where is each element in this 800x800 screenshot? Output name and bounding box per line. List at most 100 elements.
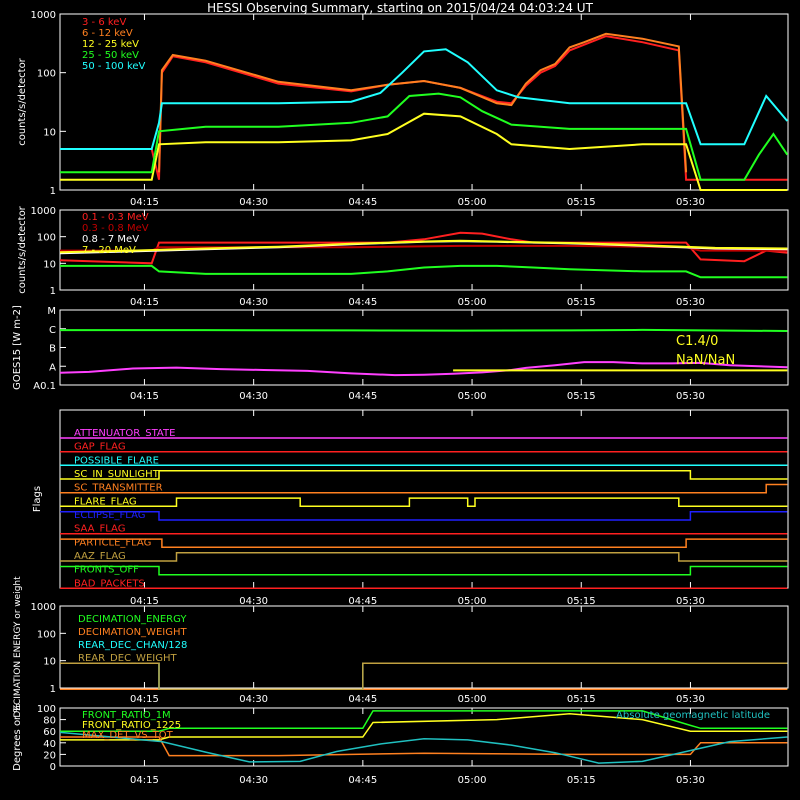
y-tick-label: 10 <box>43 657 56 668</box>
series-line <box>60 662 788 691</box>
x-tick-label: 05:00 <box>458 694 487 705</box>
legend-entry: 0.1 - 0.3 MeV <box>82 212 149 223</box>
x-tick-label: 04:30 <box>239 694 268 705</box>
y-axis-label: counts/s/detector <box>17 205 28 293</box>
x-tick-label: 04:15 <box>130 297 159 308</box>
series-line <box>60 710 788 732</box>
y-tick-label: 1000 <box>31 602 56 613</box>
y-tick-label: 0 <box>50 762 56 773</box>
panel-frame-0 <box>59 13 789 191</box>
x-tick-label: 04:15 <box>130 391 159 402</box>
legend-entry: 0.3 - 0.8 MeV <box>82 223 149 234</box>
x-tick-label: 05:30 <box>676 596 705 607</box>
series-line <box>60 48 789 150</box>
y-tick-label: B <box>49 344 56 355</box>
y-tick-label: 60 <box>43 727 56 738</box>
x-tick-label: 04:30 <box>239 297 268 308</box>
y-tick-label: 20 <box>43 750 56 761</box>
y-tick-label: A <box>49 362 56 373</box>
y-tick-label: 40 <box>43 739 56 750</box>
y-tick-label: 1 <box>50 286 56 297</box>
y-tick-label: 10 <box>43 259 56 270</box>
y-tick-label: 1 <box>50 684 56 695</box>
x-tick-label: 04:45 <box>348 391 377 402</box>
geomag-annotation: Absolute geomagnetic latitude <box>616 710 770 721</box>
flag-line <box>60 552 788 562</box>
series-line <box>60 92 789 181</box>
flag-line <box>60 497 788 508</box>
x-tick-label: 05:15 <box>567 297 596 308</box>
flag-line <box>60 538 788 549</box>
flag-label: FLARE_FLAG <box>74 496 137 507</box>
legend-entry: MAX_DET_VS_TOT <box>82 730 174 741</box>
x-tick-label: 05:30 <box>676 694 705 705</box>
y-tick-label: 100 <box>37 704 56 715</box>
series-line <box>59 239 788 254</box>
series-line <box>59 231 788 265</box>
legend-entry: REAR_DEC_WEIGHT <box>78 653 177 664</box>
x-tick-label: 05:30 <box>676 197 705 208</box>
panel-frame-4 <box>59 605 789 689</box>
x-tick-label: 05:15 <box>567 391 596 402</box>
flag-label: GAP_FLAG <box>74 442 126 453</box>
y-axis-label: counts/s/detector <box>17 57 28 145</box>
flag-line <box>60 511 788 521</box>
legend-entry: REAR_DEC_CHAN/128 <box>78 640 187 651</box>
legend-entry: 50 - 100 keV <box>82 61 146 72</box>
flag-label: ATTENUATOR_STATE <box>74 428 175 439</box>
x-tick-label: 04:15 <box>130 197 159 208</box>
flag-label: AAZ_FLAG <box>74 551 126 562</box>
series-line <box>60 112 788 191</box>
series-line <box>60 328 788 332</box>
flag-label: FRONTS_OFF <box>74 565 139 576</box>
x-tick-label: 05:00 <box>458 775 487 786</box>
y-tick-label: 100 <box>37 629 56 640</box>
x-tick-label: 05:30 <box>676 297 705 308</box>
y-axis-label: Degrees or % <box>12 703 23 771</box>
series-line <box>59 731 788 764</box>
x-tick-label: 04:30 <box>239 197 268 208</box>
legend-entry: 12 - 25 keV <box>82 39 139 50</box>
x-tick-label: 04:45 <box>348 596 377 607</box>
y-axis-label: GOES15 [W m-2] <box>12 305 23 390</box>
x-tick-label: 04:45 <box>348 694 377 705</box>
legend-entry: DECIMATION_WEIGHT <box>78 627 187 638</box>
y-tick-label: A0.1 <box>33 381 56 392</box>
x-tick-label: 05:00 <box>458 596 487 607</box>
y-tick-label: 100 <box>37 69 56 80</box>
x-tick-label: 05:00 <box>458 391 487 402</box>
series-line <box>59 361 788 377</box>
y-axis-label: DECIMATION ENERGY or weight <box>13 576 23 718</box>
y-tick-label: M <box>47 306 56 317</box>
flag-label: PARTICLE_FLAG <box>74 537 151 548</box>
x-tick-label: 05:15 <box>567 197 596 208</box>
series-line <box>158 32 688 173</box>
y-tick-label: 1000 <box>31 10 56 21</box>
legend-entry: 7 - 20 MeV <box>82 245 136 256</box>
flag-line <box>60 565 788 576</box>
x-tick-label: 04:15 <box>130 775 159 786</box>
y-tick-label: C <box>49 325 56 336</box>
series-line <box>60 713 788 741</box>
flag-label: SAA_FLAG <box>74 524 125 535</box>
y-axis-label: Flags <box>32 486 43 512</box>
x-tick-label: 04:45 <box>348 197 377 208</box>
legend-entry: FRONT_RATIO_1225 <box>82 720 181 731</box>
x-tick-label: 05:00 <box>458 197 487 208</box>
y-tick-label: 80 <box>43 716 56 727</box>
x-tick-label: 04:30 <box>239 596 268 607</box>
series-line <box>60 736 788 757</box>
x-tick-label: 04:45 <box>348 297 377 308</box>
y-tick-label: 100 <box>37 233 56 244</box>
x-tick-label: 04:15 <box>130 596 159 607</box>
flag-line <box>60 483 788 494</box>
x-tick-label: 05:15 <box>567 596 596 607</box>
legend-entry: 25 - 50 keV <box>82 50 139 61</box>
x-tick-label: 04:45 <box>348 775 377 786</box>
x-tick-label: 05:30 <box>676 775 705 786</box>
y-tick-label: 1 <box>50 186 56 197</box>
legend-entry: DECIMATION_ENERGY <box>78 614 187 625</box>
legend-entry: 0.8 - 7 MeV <box>82 234 139 245</box>
series-line <box>60 264 788 279</box>
x-tick-label: 04:15 <box>130 694 159 705</box>
